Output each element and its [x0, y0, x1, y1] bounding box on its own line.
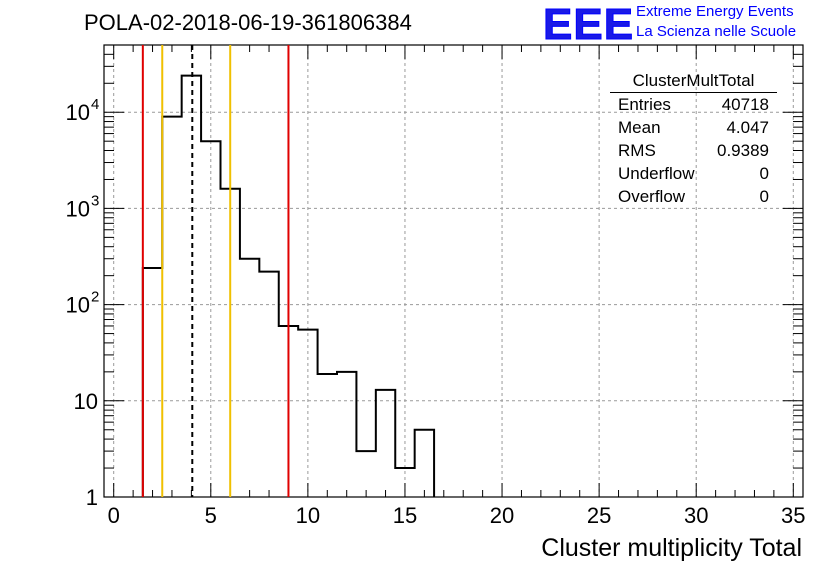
y-tick-label: 10 [66, 293, 90, 318]
x-tick-label: 15 [393, 503, 417, 528]
x-tick-label: 35 [781, 503, 805, 528]
stats-value: 0 [759, 164, 769, 183]
stats-label: Overflow [618, 187, 686, 206]
stats-label: Underflow [618, 164, 695, 183]
x-tick-label: 10 [296, 503, 320, 528]
x-tick-label: 0 [108, 503, 120, 528]
x-tick-label: 5 [205, 503, 217, 528]
stats-row: Underflow 0 [610, 162, 777, 185]
stats-label: RMS [618, 141, 656, 160]
stats-value: 0.9389 [717, 141, 769, 160]
stats-row: Entries 40718 [610, 93, 777, 116]
stats-value: 0 [759, 187, 769, 206]
stats-value: 40718 [721, 95, 769, 114]
stats-label: Entries [618, 95, 671, 114]
eee-logo: EEE [542, 0, 635, 50]
stats-row: Overflow 0 [610, 185, 777, 208]
logo-line-2: La Scienza nelle Scuole [636, 23, 797, 40]
y-tick-label: 10 [74, 389, 98, 414]
logo-line-1: Extreme Energy Events [636, 3, 794, 20]
chart-title: POLA-02-2018-06-19-361806384 [84, 10, 412, 35]
y-tick-exponent: 4 [91, 96, 99, 113]
stats-row: Mean 4.047 [610, 116, 777, 139]
stats-title: ClusterMultTotal [610, 70, 777, 93]
y-tick-label: 10 [66, 100, 90, 125]
x-tick-label: 20 [490, 503, 514, 528]
stats-row: RMS 0.9389 [610, 139, 777, 162]
y-tick-exponent: 3 [91, 192, 99, 209]
stats-label: Mean [618, 118, 661, 137]
x-axis-label: Cluster multiplicity Total [541, 534, 802, 562]
y-tick-label: 1 [86, 485, 98, 510]
plot-frame [103, 44, 804, 498]
y-tick-exponent: 2 [91, 289, 99, 306]
x-tick-label: 30 [684, 503, 708, 528]
x-tick-label: 25 [587, 503, 611, 528]
stats-value: 4.047 [726, 118, 769, 137]
y-tick-label: 10 [66, 196, 90, 221]
stats-box: ClusterMultTotal Entries 40718 Mean 4.04… [610, 70, 777, 208]
